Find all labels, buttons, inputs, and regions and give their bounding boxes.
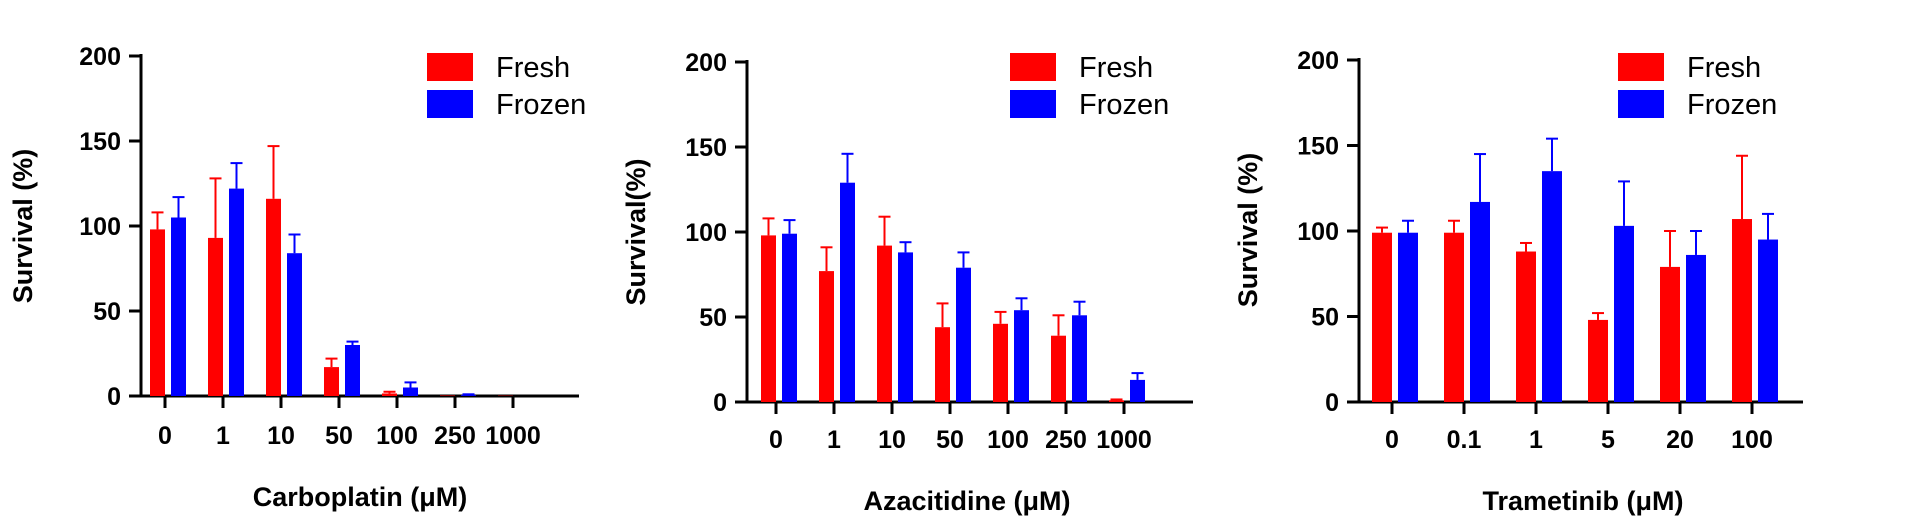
bar-frozen xyxy=(840,182,855,402)
bar-frozen xyxy=(1014,310,1029,402)
bar-frozen xyxy=(956,267,971,402)
x-tick-label: 50 xyxy=(936,426,964,454)
x-tick-label: 250 xyxy=(434,422,476,450)
y-tick-label: 50 xyxy=(1311,304,1339,332)
bar-frozen xyxy=(345,345,360,396)
legend-swatch-frozen xyxy=(1010,90,1056,118)
bar-fresh xyxy=(382,393,397,396)
y-tick-label: 100 xyxy=(79,213,121,241)
bar-frozen xyxy=(782,233,797,402)
bar-frozen xyxy=(898,252,913,402)
bar-frozen xyxy=(171,217,186,396)
chart-azacitidine: 0 50 100 150 200 Survival(%) 0 1 10 50 100 250 1000 A… xyxy=(621,49,1193,516)
bar-frozen xyxy=(229,188,244,396)
bar-frozen xyxy=(287,253,302,396)
y-tick-label: 0 xyxy=(713,389,727,417)
legend-swatch-fresh xyxy=(1010,53,1056,81)
chart-trametinib: 0 50 100 150 200 Survival (%) 0 0.1 1 5 20 100 Trame… xyxy=(1233,47,1803,516)
plot-group: 0 50 100 150 200 Survival (%) 0 0.1 1 5 20 100 Trame… xyxy=(1233,47,1803,516)
y-tick-label: 150 xyxy=(79,128,121,156)
bar-frozen xyxy=(1758,239,1778,402)
x-tick-label: 10 xyxy=(267,422,295,450)
y-tick-label: 50 xyxy=(93,298,121,326)
plot-group: 0 50 100 150 200 Survival (%) 0 1 10 50 100 250 1000… xyxy=(8,43,586,512)
legend-label-frozen: Frozen xyxy=(1687,89,1777,121)
x-axis-title: Azacitidine (μM) xyxy=(863,486,1070,516)
x-tick-label: 20 xyxy=(1666,426,1694,454)
y-axis-title: Survival (%) xyxy=(8,149,38,304)
plot-group: 0 50 100 150 200 Survival(%) 0 1 10 50 100 250 1000 A… xyxy=(621,49,1193,516)
bar-fresh xyxy=(1051,335,1066,402)
y-tick-label: 150 xyxy=(1297,133,1339,161)
x-tick-label: 100 xyxy=(987,426,1029,454)
y-tick-label: 100 xyxy=(685,219,727,247)
legend-label-frozen: Frozen xyxy=(1079,89,1169,121)
x-axis-title: Carboplatin (μM) xyxy=(253,482,468,512)
legend-label-frozen: Frozen xyxy=(496,89,586,121)
bar-frozen xyxy=(1542,171,1562,402)
x-tick-label: 5 xyxy=(1601,426,1615,454)
legend-swatch-fresh xyxy=(427,53,473,81)
bar-fresh xyxy=(208,237,223,396)
bar-fresh xyxy=(935,327,950,402)
bar-fresh xyxy=(761,235,776,402)
bar-fresh xyxy=(1660,266,1680,402)
x-tick-label: 1 xyxy=(827,426,841,454)
x-axis-title: Trametinib (μM) xyxy=(1482,486,1683,516)
x-tick-label: 0 xyxy=(158,422,172,450)
legend-swatch-frozen xyxy=(427,90,473,118)
legend-swatch-fresh xyxy=(1618,53,1664,81)
bar-fresh xyxy=(1109,400,1124,402)
bar-fresh xyxy=(1372,232,1392,402)
x-tick-label: 10 xyxy=(878,426,906,454)
y-tick-label: 100 xyxy=(1297,218,1339,246)
x-tick-label: 0 xyxy=(1385,426,1399,454)
y-tick-label: 200 xyxy=(79,43,121,71)
y-tick-label: 150 xyxy=(685,134,727,162)
legend-swatch-frozen xyxy=(1618,90,1664,118)
bar-fresh xyxy=(1588,319,1608,402)
bar-fresh xyxy=(324,367,339,396)
bar-frozen xyxy=(403,387,418,396)
bar-fresh xyxy=(1516,251,1536,402)
bar-fresh xyxy=(150,229,165,396)
bar-frozen xyxy=(1470,201,1490,402)
bar-fresh xyxy=(819,271,834,402)
x-tick-label: 1 xyxy=(1529,426,1543,454)
y-tick-label: 200 xyxy=(1297,47,1339,75)
bar-fresh xyxy=(440,395,455,396)
x-tick-label: 100 xyxy=(1731,426,1773,454)
bar-fresh xyxy=(993,323,1008,402)
legend-label-fresh: Fresh xyxy=(496,52,570,84)
bar-frozen xyxy=(1614,225,1634,402)
legend-label-fresh: Fresh xyxy=(1079,52,1153,84)
bar-frozen xyxy=(1686,254,1706,402)
y-axis-title: Survival (%) xyxy=(1233,153,1263,308)
bar-frozen xyxy=(461,395,476,396)
chart-carboplatin: 0 50 100 150 200 Survival (%) 0 1 10 50 100 250 1000… xyxy=(8,43,586,512)
legend-label-fresh: Fresh xyxy=(1687,52,1761,84)
bar-fresh xyxy=(1444,232,1464,402)
y-tick-label: 0 xyxy=(1325,389,1339,417)
y-axis-title: Survival(%) xyxy=(621,158,651,305)
bar-fresh xyxy=(266,198,281,396)
bar-fresh xyxy=(1732,219,1752,402)
bar-frozen xyxy=(1398,232,1418,402)
x-tick-label: 1000 xyxy=(485,422,541,450)
x-tick-label: 1 xyxy=(216,422,230,450)
x-tick-label: 100 xyxy=(376,422,418,450)
bar-fresh xyxy=(877,245,892,402)
y-tick-label: 0 xyxy=(107,383,121,411)
bar-frozen xyxy=(1072,315,1087,402)
x-tick-label: 50 xyxy=(325,422,353,450)
x-tick-label: 0 xyxy=(769,426,783,454)
y-tick-label: 200 xyxy=(685,49,727,77)
y-tick-label: 50 xyxy=(699,304,727,332)
x-tick-label: 1000 xyxy=(1096,426,1152,454)
x-tick-label: 0.1 xyxy=(1447,426,1482,454)
x-tick-label: 250 xyxy=(1045,426,1087,454)
bar-frozen xyxy=(1130,379,1145,402)
